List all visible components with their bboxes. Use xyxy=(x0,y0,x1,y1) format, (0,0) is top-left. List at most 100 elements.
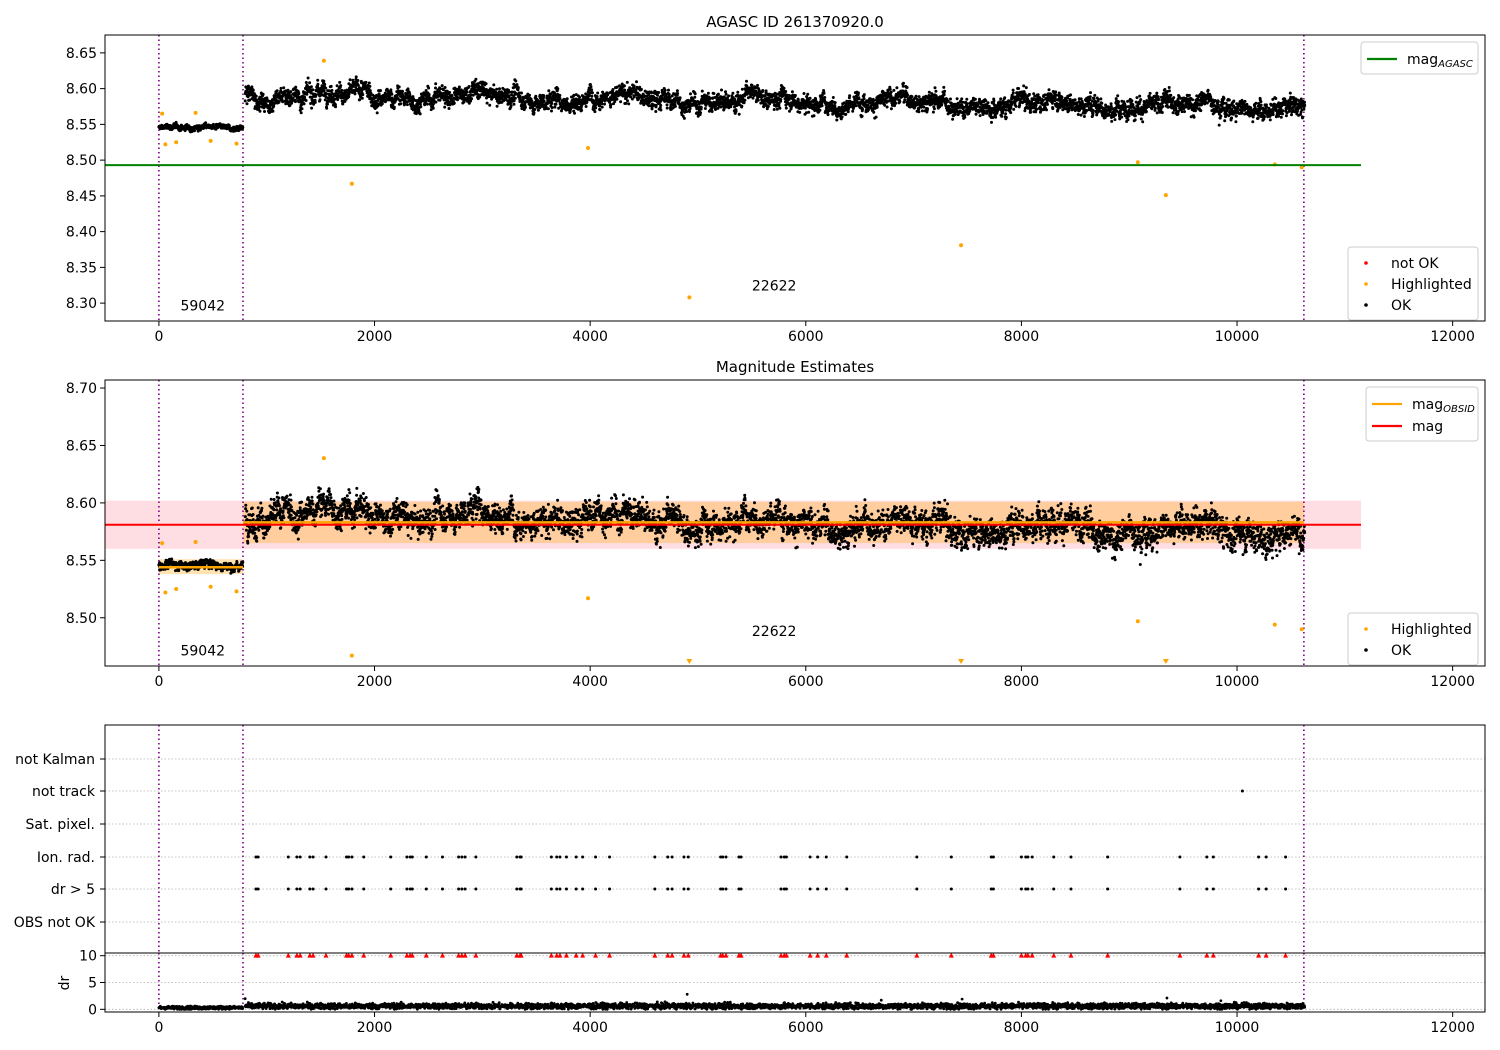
ok-point xyxy=(951,117,955,121)
ok-point xyxy=(515,83,519,87)
ok-point xyxy=(251,88,255,92)
ok-point xyxy=(1000,114,1004,118)
ok-point xyxy=(322,89,326,93)
ok-point xyxy=(277,100,281,104)
ok-point xyxy=(338,80,342,84)
ok-point xyxy=(999,97,1003,101)
ok-point xyxy=(425,102,429,106)
ok-point xyxy=(1127,114,1131,118)
ok-point xyxy=(1073,98,1077,102)
ok-point xyxy=(625,80,629,84)
ok-point xyxy=(784,90,788,93)
ok-point xyxy=(910,95,914,99)
ok-point xyxy=(1119,112,1123,116)
ok-point xyxy=(942,93,946,97)
ok-point xyxy=(1091,109,1095,112)
ok-point xyxy=(1045,108,1048,112)
ok-point xyxy=(316,82,320,86)
ok-point xyxy=(1117,100,1120,104)
ok-point xyxy=(434,86,437,90)
ok-point xyxy=(823,96,827,99)
ok-point xyxy=(1157,98,1161,101)
ok-point xyxy=(799,106,803,110)
ok-point xyxy=(464,93,468,97)
ok-point xyxy=(926,107,929,111)
ok-point xyxy=(299,111,303,115)
ok-point xyxy=(291,96,295,100)
ok-point xyxy=(1114,113,1118,117)
ok-point xyxy=(784,106,788,110)
ok-point xyxy=(589,85,593,89)
ok-point xyxy=(700,89,704,93)
ok-point xyxy=(835,118,839,122)
ok-point xyxy=(1088,95,1092,99)
ok-point xyxy=(1082,115,1086,118)
ok-point xyxy=(1032,92,1036,96)
ok-point xyxy=(488,103,492,107)
ok-point xyxy=(306,76,310,80)
ok-point xyxy=(626,99,629,103)
ok-point xyxy=(516,86,520,89)
ok-point xyxy=(689,92,692,96)
ok-point xyxy=(1011,88,1015,92)
ok-point xyxy=(901,84,905,88)
ok-point xyxy=(1135,96,1139,100)
ok-point xyxy=(536,108,540,112)
ok-point xyxy=(750,83,754,87)
ok-point xyxy=(1085,108,1088,112)
ok-point xyxy=(943,89,947,93)
ok-point xyxy=(1116,94,1120,98)
ok-point xyxy=(204,121,208,125)
ok-point xyxy=(965,102,969,106)
ok-point xyxy=(703,107,707,110)
ok-point xyxy=(257,107,261,111)
ok-point xyxy=(905,86,909,89)
ok-point xyxy=(609,103,613,107)
ok-point xyxy=(316,78,320,82)
ok-point xyxy=(775,107,779,111)
ok-point xyxy=(1172,96,1176,100)
ok-point xyxy=(704,103,708,107)
ok-point xyxy=(347,92,351,96)
ok-point xyxy=(1092,97,1096,100)
ok-point xyxy=(611,88,615,91)
ok-point xyxy=(609,105,613,109)
ok-point xyxy=(263,110,266,113)
ok-point xyxy=(311,88,315,92)
ok-point xyxy=(498,87,501,91)
ok-point xyxy=(470,97,474,101)
ok-point xyxy=(600,105,604,109)
ok-point xyxy=(392,105,396,109)
ok-point xyxy=(888,87,892,91)
ok-point xyxy=(889,90,893,94)
ok-point xyxy=(803,106,807,110)
ok-point xyxy=(593,110,597,114)
ok-point xyxy=(745,92,749,96)
ok-point xyxy=(1167,89,1171,93)
ok-point xyxy=(802,92,806,95)
ok-point xyxy=(305,92,309,96)
ok-point xyxy=(333,97,337,101)
chart-title: AGASC ID 261370920.0 xyxy=(706,13,884,31)
ok-point xyxy=(1003,96,1007,100)
ok-point xyxy=(513,96,517,100)
ok-point xyxy=(782,86,786,90)
ok-point xyxy=(1138,94,1142,98)
ok-point xyxy=(484,82,488,86)
ok-point xyxy=(761,89,765,92)
ok-point xyxy=(663,88,667,92)
ok-point xyxy=(558,97,562,100)
ok-point xyxy=(1009,111,1013,115)
ok-point xyxy=(399,102,403,106)
ok-point xyxy=(682,116,686,120)
ok-point xyxy=(833,101,837,105)
ok-point xyxy=(729,105,733,109)
ok-point xyxy=(831,96,835,99)
ok-point xyxy=(903,98,907,102)
ok-point xyxy=(986,101,990,105)
ok-point xyxy=(485,101,489,105)
ok-point xyxy=(779,98,783,101)
ok-point xyxy=(275,89,279,93)
ok-point xyxy=(329,84,333,88)
ok-point xyxy=(330,88,334,92)
